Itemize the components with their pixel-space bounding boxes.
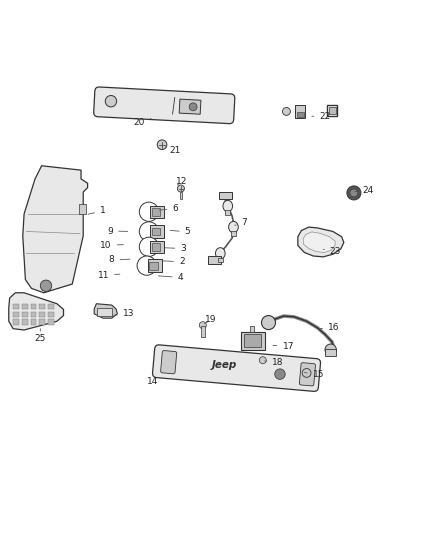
Circle shape bbox=[283, 108, 290, 115]
FancyBboxPatch shape bbox=[152, 345, 321, 391]
Circle shape bbox=[325, 344, 336, 356]
Text: 12: 12 bbox=[176, 177, 187, 186]
Text: 19: 19 bbox=[205, 316, 216, 325]
Bar bbox=[22, 304, 28, 309]
Bar bbox=[150, 241, 164, 253]
Polygon shape bbox=[303, 232, 335, 253]
Text: 7: 7 bbox=[235, 218, 247, 227]
Circle shape bbox=[347, 186, 361, 200]
Bar bbox=[31, 319, 36, 325]
Text: 15: 15 bbox=[304, 370, 324, 379]
Bar bbox=[328, 107, 336, 114]
Circle shape bbox=[275, 369, 285, 379]
Bar bbox=[39, 304, 45, 309]
Circle shape bbox=[302, 368, 311, 377]
Bar bbox=[13, 319, 19, 325]
Bar bbox=[13, 304, 19, 309]
Bar bbox=[148, 260, 162, 272]
Bar bbox=[150, 206, 164, 218]
Bar bbox=[219, 191, 232, 199]
Circle shape bbox=[139, 237, 159, 256]
Bar bbox=[244, 334, 261, 346]
Text: 25: 25 bbox=[35, 329, 46, 343]
Bar bbox=[31, 312, 36, 317]
Circle shape bbox=[199, 322, 206, 329]
Bar bbox=[180, 192, 182, 199]
Polygon shape bbox=[9, 293, 64, 330]
Polygon shape bbox=[23, 166, 88, 293]
Bar bbox=[22, 312, 28, 317]
Text: 6: 6 bbox=[159, 204, 178, 213]
Text: 4: 4 bbox=[158, 273, 183, 282]
Bar bbox=[22, 319, 28, 325]
Bar bbox=[48, 304, 54, 309]
Bar bbox=[48, 319, 54, 325]
Bar bbox=[208, 256, 221, 264]
Circle shape bbox=[139, 222, 159, 241]
Bar bbox=[152, 228, 160, 236]
Text: 21: 21 bbox=[166, 147, 181, 155]
Bar bbox=[241, 332, 265, 350]
Bar bbox=[31, 304, 36, 309]
Text: 18: 18 bbox=[265, 358, 284, 367]
Circle shape bbox=[350, 189, 358, 197]
Bar bbox=[327, 106, 337, 116]
FancyBboxPatch shape bbox=[161, 351, 177, 374]
Bar bbox=[39, 312, 45, 317]
Bar bbox=[201, 326, 205, 336]
Bar bbox=[225, 211, 230, 215]
Text: 11: 11 bbox=[98, 271, 120, 280]
Text: Jeep: Jeep bbox=[212, 360, 237, 370]
Bar bbox=[218, 258, 223, 262]
Circle shape bbox=[105, 95, 117, 107]
Circle shape bbox=[157, 140, 167, 150]
Bar bbox=[250, 326, 254, 332]
Circle shape bbox=[261, 316, 276, 329]
Ellipse shape bbox=[223, 200, 233, 212]
Text: 1: 1 bbox=[88, 206, 106, 215]
Bar bbox=[149, 262, 158, 270]
Ellipse shape bbox=[229, 221, 238, 233]
FancyBboxPatch shape bbox=[94, 87, 235, 124]
Text: 16: 16 bbox=[320, 324, 339, 332]
Circle shape bbox=[259, 357, 266, 364]
Text: 2: 2 bbox=[162, 257, 184, 266]
Bar bbox=[48, 312, 54, 317]
Bar bbox=[179, 99, 201, 114]
Bar bbox=[79, 204, 86, 214]
Bar bbox=[150, 225, 164, 238]
Text: 13: 13 bbox=[113, 309, 134, 318]
Circle shape bbox=[139, 202, 159, 221]
Text: 24: 24 bbox=[355, 186, 374, 195]
FancyBboxPatch shape bbox=[300, 362, 315, 386]
Bar bbox=[295, 106, 305, 118]
Bar bbox=[97, 308, 112, 316]
Text: 14: 14 bbox=[147, 377, 164, 386]
Circle shape bbox=[189, 103, 197, 111]
Bar bbox=[152, 208, 160, 216]
Text: 5: 5 bbox=[170, 228, 191, 237]
Text: 22: 22 bbox=[312, 112, 331, 121]
Circle shape bbox=[137, 256, 156, 275]
Circle shape bbox=[177, 185, 184, 192]
Bar bbox=[39, 319, 45, 325]
Text: 10: 10 bbox=[100, 240, 124, 249]
Bar bbox=[231, 231, 236, 236]
Ellipse shape bbox=[215, 248, 225, 259]
Bar bbox=[297, 112, 304, 117]
Text: 17: 17 bbox=[273, 342, 294, 351]
Text: 9: 9 bbox=[107, 227, 128, 236]
Bar bbox=[13, 312, 19, 317]
Polygon shape bbox=[94, 304, 117, 318]
Circle shape bbox=[40, 280, 52, 292]
Text: 20: 20 bbox=[134, 118, 151, 127]
Bar bbox=[325, 349, 336, 356]
Polygon shape bbox=[298, 227, 344, 257]
Bar bbox=[152, 243, 160, 251]
Text: 3: 3 bbox=[165, 244, 186, 253]
Text: 8: 8 bbox=[109, 255, 130, 264]
Text: 23: 23 bbox=[323, 247, 341, 256]
